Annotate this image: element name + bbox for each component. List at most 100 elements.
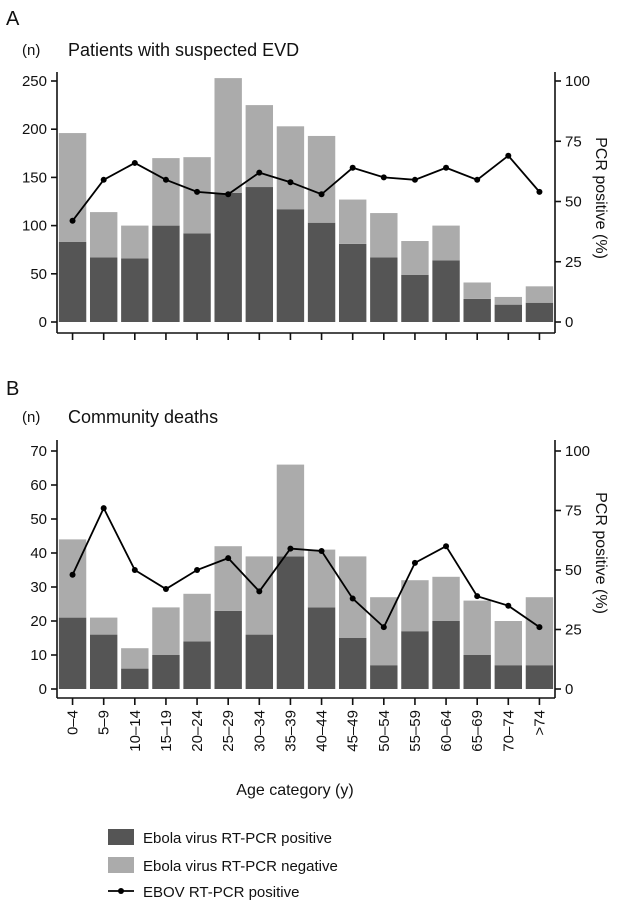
bar-b-negative-6 <box>245 556 274 635</box>
xtick-label-14: 70–74 <box>500 710 517 752</box>
bar-a-positive-3 <box>152 225 180 322</box>
bar-a-negative-15 <box>525 286 554 303</box>
bar-a-positive-7 <box>276 209 305 322</box>
bar-b-positive-5 <box>214 610 242 689</box>
bar-a-negative-5 <box>214 78 242 193</box>
bar-a-positive-4 <box>183 233 211 322</box>
ytick-label-b-1: 10 <box>30 647 47 664</box>
bar-b-negative-11 <box>401 580 429 632</box>
bar-b-negative-0 <box>58 539 87 618</box>
ytick-label-a-1: 50 <box>30 266 47 283</box>
ytick-label-b-3: 30 <box>30 579 47 596</box>
point-a-15 <box>536 188 543 195</box>
bar-a-positive-0 <box>58 241 87 322</box>
point-b-10 <box>380 624 387 631</box>
xtick-label-9: 45–49 <box>345 710 362 752</box>
bar-b-negative-12 <box>432 576 460 621</box>
point-b-13 <box>474 593 481 600</box>
xtick-label-6: 30–34 <box>251 710 268 752</box>
panel-b-y2label: PCR positive (%) <box>592 492 609 614</box>
bar-b-negative-7 <box>276 464 305 557</box>
point-b-6 <box>256 588 263 595</box>
point-b-1 <box>100 505 107 512</box>
bar-b-positive-12 <box>432 621 460 689</box>
bar-b-negative-13 <box>463 600 491 655</box>
point-a-5 <box>225 191 232 198</box>
point-b-7 <box>287 545 294 552</box>
bar-b-negative-8 <box>307 549 336 608</box>
xtick-label-0: 0–4 <box>65 710 82 735</box>
bar-a-positive-14 <box>494 304 523 322</box>
point-b-3 <box>162 586 169 593</box>
ytick-label-b-6: 60 <box>30 477 47 494</box>
bar-b-positive-3 <box>152 655 180 689</box>
bar-b-positive-10 <box>370 665 398 689</box>
ytick-label-b-2: 20 <box>30 613 47 630</box>
bar-a-positive-8 <box>307 222 336 322</box>
bar-a-positive-13 <box>463 298 491 322</box>
bar-a-positive-11 <box>401 274 429 322</box>
point-b-15 <box>536 624 543 631</box>
y2tick-label-a-1: 25 <box>565 254 582 271</box>
xtick-label-12: 60–64 <box>438 710 455 752</box>
bar-a-negative-2 <box>121 225 149 259</box>
point-b-8 <box>318 547 325 554</box>
point-b-2 <box>131 567 138 573</box>
ytick-label-a-2: 100 <box>22 218 47 235</box>
bar-a-positive-6 <box>245 187 274 322</box>
y2tick-label-a-4: 100 <box>565 73 590 90</box>
point-b-14 <box>505 602 512 609</box>
bar-b-positive-0 <box>58 617 87 689</box>
panel-b-plot: 0 10 20 30 40 50 60 70 0 25 50 75 100 0–4 5–9 10–14 15–1… <box>30 440 590 752</box>
legend-swatch-positive <box>108 829 134 845</box>
ytick-label-a-5: 250 <box>22 73 47 90</box>
xtick-label-13: 65–69 <box>469 710 486 752</box>
bar-a-negative-4 <box>183 157 211 234</box>
point-a-11 <box>411 176 418 183</box>
xtick-label-2: 10–14 <box>127 710 144 752</box>
bar-b-positive-7 <box>276 556 305 689</box>
bar-b-negative-4 <box>183 593 211 642</box>
bar-b-positive-9 <box>338 638 367 689</box>
point-b-5 <box>225 555 232 562</box>
bar-b-positive-15 <box>525 665 554 689</box>
panel-b: B Community deaths (n) PCR positive (%) … <box>6 378 609 799</box>
xtick-label-4: 20–24 <box>189 710 206 752</box>
xtick-label-1: 5–9 <box>96 710 113 735</box>
bar-b-positive-8 <box>307 607 336 689</box>
panel-a-plot: 0 50 100 150 200 250 0 25 50 75 100 <box>22 72 590 340</box>
point-b-4 <box>194 567 201 573</box>
y2tick-label-a-2: 50 <box>565 194 582 211</box>
legend: Ebola virus RT-PCR positive Ebola virus … <box>108 829 338 901</box>
xtick-label-5: 25–29 <box>220 710 237 752</box>
bar-b-negative-1 <box>89 617 118 635</box>
point-a-14 <box>505 152 512 159</box>
panel-a-ylabel: (n) <box>22 42 40 59</box>
panel-b-ylabel: (n) <box>22 409 40 426</box>
legend-label-positive: Ebola virus RT-PCR positive <box>143 830 332 847</box>
xtick-label-7: 35–39 <box>282 710 299 752</box>
point-b-12 <box>443 543 450 550</box>
y2tick-label-a-0: 0 <box>565 314 573 331</box>
bar-a-negative-0 <box>58 133 87 242</box>
point-a-9 <box>349 164 356 171</box>
bar-b-positive-13 <box>463 655 491 689</box>
bar-b-positive-1 <box>89 634 118 689</box>
xtick-label-10: 50–54 <box>376 710 393 752</box>
point-a-3 <box>162 176 169 183</box>
bar-a-negative-12 <box>432 225 460 261</box>
point-b-11 <box>411 559 418 566</box>
y2tick-label-b-1: 25 <box>565 622 582 639</box>
bar-a-negative-1 <box>89 212 118 258</box>
y2tick-label-b-0: 0 <box>565 681 573 698</box>
bar-a-positive-12 <box>432 260 460 322</box>
bar-a-positive-5 <box>214 192 242 322</box>
point-a-4 <box>194 188 201 195</box>
point-a-6 <box>256 169 263 176</box>
bar-a-negative-11 <box>401 241 429 275</box>
point-a-8 <box>318 191 325 198</box>
bar-b-positive-4 <box>183 641 211 689</box>
panel-a-title: Patients with suspected EVD <box>68 40 299 60</box>
bar-b-negative-15 <box>525 597 554 666</box>
